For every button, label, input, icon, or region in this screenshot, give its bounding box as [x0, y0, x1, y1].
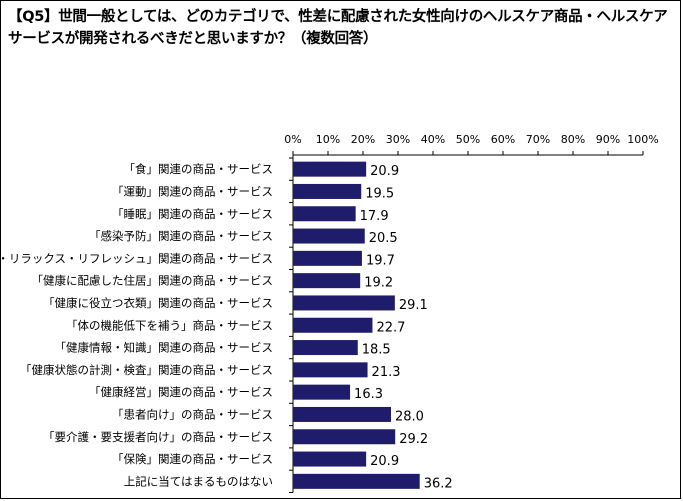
bar	[293, 273, 361, 289]
data-label: 18.5	[362, 343, 391, 358]
bar	[293, 317, 373, 333]
data-label: 19.7	[366, 253, 395, 268]
data-label: 16.3	[354, 387, 383, 402]
bar	[293, 161, 367, 177]
data-label: 20.9	[370, 164, 399, 179]
data-label: 22.7	[376, 320, 405, 335]
category-label: 「健康状態の計測・検査」関連の商品・サービス	[20, 363, 273, 377]
bar	[293, 340, 358, 356]
x-tick-label: 90%	[596, 133, 620, 146]
data-label: 19.2	[364, 276, 393, 291]
data-label: 29.1	[399, 298, 428, 313]
data-label: 20.9	[370, 454, 399, 469]
x-tick-label: 0%	[284, 133, 301, 146]
category-label: 「健康に配慮した住居」関連の商品・サービス	[32, 274, 274, 288]
bar	[293, 250, 362, 266]
x-tick-label: 70%	[526, 133, 550, 146]
category-label: 「保険」関連の商品・サービス	[112, 452, 273, 466]
bar	[293, 183, 362, 199]
category-label: 「患者向け」の商品・サービス	[112, 407, 273, 421]
chart-title: 【Q5】世間一般としては、どのカテゴリで、性差に配慮された女性向けのヘルスケア商…	[8, 9, 668, 47]
bar	[293, 362, 368, 378]
data-label: 28.0	[395, 409, 424, 424]
x-tick-label: 100%	[627, 133, 658, 146]
data-label: 19.5	[365, 186, 394, 201]
bar	[293, 206, 356, 222]
data-label: 29.2	[399, 432, 428, 447]
bar	[293, 384, 351, 400]
category-label: 上記に当てはまるものはない	[124, 474, 273, 488]
bar	[293, 473, 420, 489]
x-tick-label: 50%	[456, 133, 480, 146]
category-label: 「運動」関連の商品・サービス	[112, 184, 273, 198]
x-tick-label: 20%	[351, 133, 375, 146]
bar	[293, 228, 365, 244]
category-label: 「健康に役立つ衣類」関連の商品・サービス	[43, 296, 273, 310]
bar	[293, 406, 391, 422]
category-label: 「睡眠」関連の商品・サービス	[112, 207, 273, 221]
category-label: 「体の機能低下を補う」商品・サービス	[66, 318, 273, 332]
data-label: 17.9	[360, 209, 389, 224]
category-label: 「要介護・要支援者向け」の商品・サービス	[43, 430, 273, 444]
category-label: 「食」関連の商品・サービス	[124, 162, 274, 176]
data-label: 36.2	[424, 476, 453, 491]
data-label: 21.3	[372, 365, 401, 380]
x-tick-label: 60%	[491, 133, 515, 146]
bar	[293, 295, 395, 311]
x-tick-label: 30%	[386, 133, 410, 146]
bar	[293, 451, 367, 467]
category-label: 「健康経営」関連の商品・サービス	[89, 385, 273, 399]
category-label: 「健康情報・知識」関連の商品・サービス	[55, 341, 274, 355]
data-label: 20.5	[369, 231, 398, 246]
bar	[293, 429, 396, 445]
x-tick-label: 40%	[421, 133, 445, 146]
x-tick-label: 10%	[316, 133, 340, 146]
x-tick-label: 80%	[561, 133, 585, 146]
category-label: 「感染予防」関連の商品・サービス	[89, 229, 273, 243]
category-label: 「癒し・リラックス・リフレッシュ」関連の商品・サービス	[0, 251, 273, 265]
